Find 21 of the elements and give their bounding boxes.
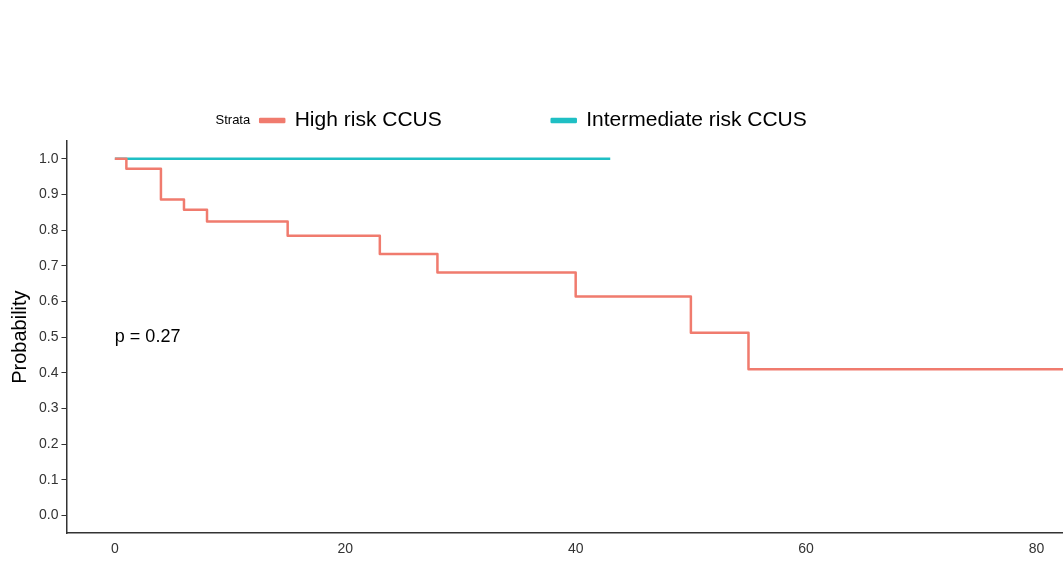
x-tick-label: 20 (337, 540, 354, 557)
legend-title: Strata (215, 112, 251, 128)
y-tick-label: 0.6 (38, 292, 59, 309)
y-tick-label: 0.2 (38, 434, 59, 451)
y-tick-label: 0.4 (38, 363, 59, 380)
y-tick-label: 0.3 (38, 399, 59, 416)
legend-label: Intermediate risk CCUS (586, 107, 807, 131)
x-tick-label: 40 (567, 540, 584, 557)
x-tick-label: 0 (110, 540, 119, 557)
y-tick-label: 1.0 (38, 149, 59, 166)
x-tick-label: 80 (1028, 540, 1045, 557)
y-tick-label: 0.1 (38, 470, 59, 487)
x-tick-label: 60 (798, 540, 815, 557)
y-tick-label: 0.9 (38, 185, 59, 202)
legend-label: High risk CCUS (294, 107, 442, 131)
y-tick-label: 0.0 (38, 506, 59, 523)
y-tick-label: 0.5 (38, 327, 59, 344)
y-axis-title: Probability (7, 290, 30, 384)
y-tick-label: 0.8 (38, 221, 59, 237)
annotation: p = 0.27 (114, 326, 181, 347)
y-tick-label: 0.7 (38, 256, 59, 273)
